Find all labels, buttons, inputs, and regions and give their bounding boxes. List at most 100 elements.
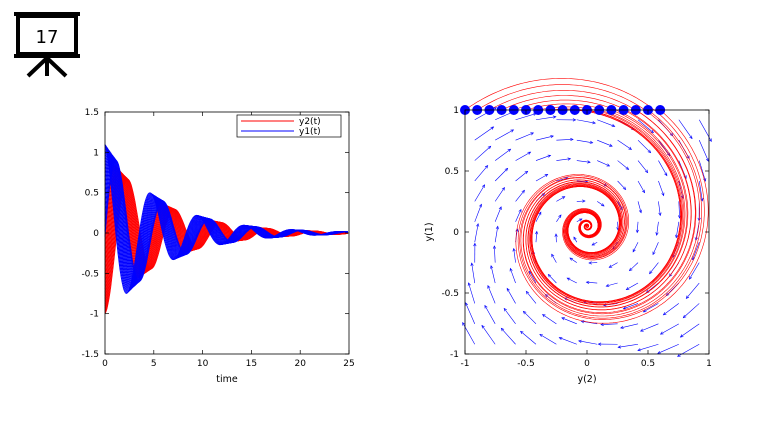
- vector-arrow-head: [679, 334, 684, 338]
- vector-arrow-head: [492, 245, 497, 249]
- vector-arrow: [559, 337, 577, 345]
- vector-arrow: [556, 196, 565, 202]
- vector-arrow: [623, 303, 639, 309]
- vector-arrow-head: [498, 206, 502, 210]
- vector-arrow: [597, 160, 610, 167]
- vector-arrow: [465, 302, 476, 324]
- vector-arrow: [576, 218, 583, 223]
- vector-arrow: [494, 226, 499, 243]
- x-tick-label: -0.5: [517, 359, 535, 369]
- vector-arrow-head: [539, 334, 543, 338]
- y-tick-label: 1: [453, 106, 459, 116]
- vector-arrow: [600, 323, 618, 325]
- vector-arrow-head: [644, 169, 649, 174]
- plot-frame-phase: [464, 109, 710, 355]
- vector-arrow-head: [675, 234, 679, 239]
- x-tick-label: -1: [461, 359, 470, 369]
- vector-arrow-head: [611, 124, 616, 127]
- vector-arrow-head: [518, 208, 522, 213]
- vector-arrow: [515, 151, 531, 161]
- vector-arrow-head: [479, 203, 482, 208]
- legend: y2(t) y1(t): [236, 114, 342, 138]
- vector-arrow-head: [597, 342, 602, 346]
- vector-arrow-head: [515, 228, 519, 232]
- vector-arrow-head: [550, 135, 554, 139]
- vector-arrow: [657, 343, 679, 354]
- vector-arrow-head: [580, 320, 585, 324]
- slide-number: 17: [36, 27, 59, 48]
- vector-arrow-head: [572, 118, 577, 122]
- vector-arrow: [556, 214, 562, 222]
- trajectory: [501, 95, 692, 310]
- vector-arrow-head: [481, 184, 485, 188]
- vector-arrow: [680, 323, 700, 338]
- x-tick-label: 1: [706, 359, 712, 369]
- vector-arrow-head: [484, 165, 489, 169]
- y-tick-label: 1: [93, 148, 99, 158]
- vector-arrow-head: [470, 262, 474, 267]
- vector-arrow-head: [552, 115, 557, 119]
- x-axis-label: time: [216, 374, 238, 385]
- vector-arrow: [515, 113, 537, 121]
- vector-arrow-head: [542, 314, 546, 318]
- vector-arrow-head: [493, 107, 497, 111]
- vector-arrow: [617, 160, 629, 170]
- vector-arrow-head: [500, 327, 505, 332]
- vector-arrow: [494, 245, 496, 263]
- trajectory: [519, 109, 702, 319]
- vector-arrow-head: [632, 248, 636, 253]
- vector-arrow-head: [501, 187, 505, 191]
- vector-arrow: [535, 135, 554, 141]
- vector-arrow: [597, 139, 613, 147]
- vector-arrow: [515, 132, 534, 141]
- vector-arrow: [481, 325, 496, 345]
- vector-arrow: [548, 274, 557, 284]
- vector-arrow-head: [570, 137, 574, 142]
- vector-arrow: [556, 177, 568, 182]
- vector-arrow: [663, 303, 680, 316]
- vector-arrow-head: [649, 270, 653, 275]
- vector-arrow: [490, 265, 496, 284]
- y-tick-label: 0.5: [445, 167, 459, 177]
- vector-arrow: [501, 328, 516, 345]
- vector-arrow: [474, 146, 491, 161]
- vector-arrow: [468, 282, 476, 304]
- vector-arrow: [620, 323, 639, 329]
- vector-arrow-head: [566, 277, 571, 281]
- vector-arrow-head: [521, 189, 525, 194]
- vector-arrow: [637, 343, 659, 351]
- vector-arrow-head: [637, 348, 641, 352]
- x-tick-label: 0: [102, 359, 108, 369]
- vector-arrow-head: [561, 317, 565, 321]
- vector-arrow-head: [551, 253, 555, 258]
- vector-arrow: [652, 242, 659, 255]
- vector-arrow-head: [600, 322, 604, 327]
- vector-arrow-head: [638, 209, 642, 214]
- vector-arrow: [678, 119, 693, 139]
- x-tick-label: 15: [246, 359, 257, 369]
- vector-arrow: [542, 314, 557, 325]
- axis-ticks: 0 5 10 15 20 25 1.5 1 0.5 0 -0.5 -1 -1.5: [81, 108, 354, 369]
- vector-arrow-head: [569, 257, 573, 261]
- vector-arrow: [658, 180, 664, 196]
- vector-arrow-head: [547, 273, 552, 278]
- vector-arrow-head: [689, 276, 693, 280]
- vector-arrow-head: [620, 325, 624, 329]
- vector-arrow: [474, 165, 488, 182]
- vector-arrow-head: [567, 157, 572, 161]
- vector-arrow: [637, 180, 645, 193]
- vector-arrow: [515, 209, 522, 222]
- vector-arrow: [686, 282, 700, 299]
- vector-arrow: [581, 320, 598, 325]
- vector-arrow: [515, 190, 525, 202]
- y-tick-label: 0: [93, 229, 99, 239]
- vector-arrow: [506, 288, 516, 304]
- x-tick-label: 0: [584, 359, 590, 369]
- vector-arrow-head: [473, 242, 477, 247]
- vector-arrow-head: [558, 337, 563, 340]
- vector-arrow: [617, 201, 623, 210]
- vector-arrow: [471, 263, 476, 284]
- vector-arrow: [569, 257, 577, 263]
- vector-arrow: [503, 308, 516, 325]
- vector-arrow: [484, 305, 496, 324]
